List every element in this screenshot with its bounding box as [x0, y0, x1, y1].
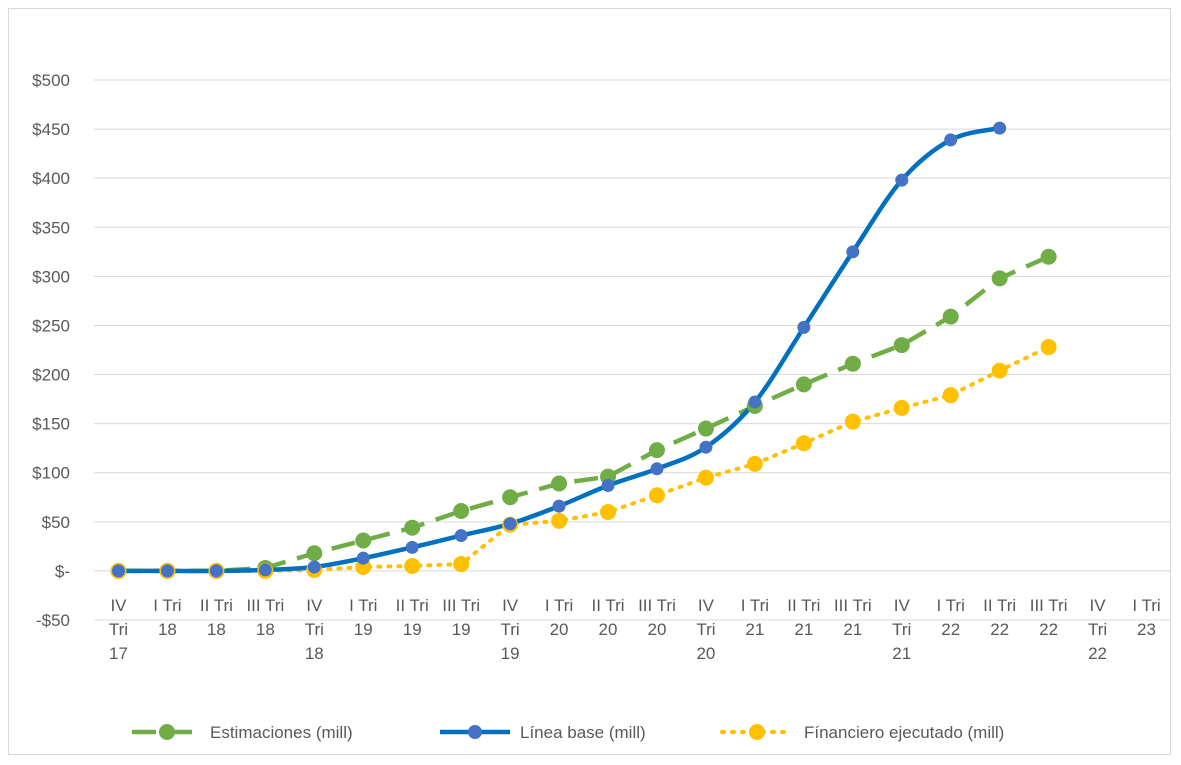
- data-point: [404, 558, 421, 574]
- x-tick-label: I Tri 19: [349, 596, 377, 639]
- data-point: [356, 551, 370, 565]
- y-tick-label: $350: [32, 218, 70, 237]
- x-tick-label: IV Tri 22: [1088, 596, 1107, 663]
- x-tick-label: II Tri 18: [200, 596, 233, 639]
- data-point: [648, 442, 665, 459]
- x-axis-tick-labels: IV Tri 17 I Tri 18 II Tri 18 III Tri 18 IV Tri 18 I …: [109, 596, 1161, 663]
- data-point: [795, 435, 812, 452]
- x-tick-label: III Tri 20: [638, 596, 676, 639]
- data-point: [160, 564, 174, 578]
- data-point: [895, 173, 909, 187]
- data-point: [551, 512, 568, 529]
- data-point: [404, 519, 421, 536]
- x-tick-label: I Tri 21: [741, 596, 769, 639]
- x-tick-label: III Tri 22: [1030, 596, 1068, 639]
- series-line: [118, 254, 1050, 574]
- data-point: [893, 337, 910, 354]
- data-point: [795, 376, 812, 393]
- x-tick-label: II Tri 22: [983, 596, 1016, 639]
- y-tick-label: $100: [32, 464, 70, 483]
- x-tick-label: IV Tri 17: [109, 596, 128, 663]
- x-tick-label: IV Tri 19: [501, 596, 520, 663]
- x-tick-label: IV Tri 18: [305, 596, 324, 663]
- series-layer: [110, 121, 1057, 579]
- data-point: [746, 455, 763, 472]
- legend-label: Estimaciones (mill): [210, 723, 353, 742]
- y-tick-label: -$50: [36, 611, 70, 630]
- data-point: [306, 545, 323, 562]
- x-tick-label: II Tri 19: [396, 596, 429, 639]
- data-point: [748, 395, 762, 409]
- data-point: [551, 475, 568, 492]
- data-point: [1040, 248, 1057, 265]
- x-tick-label: I Tri 20: [545, 596, 573, 639]
- y-tick-label: $-: [55, 562, 70, 581]
- x-tick-label: IV Tri 21: [892, 596, 911, 663]
- data-point: [893, 399, 910, 416]
- series-line: [116, 345, 1051, 573]
- data-point: [844, 413, 861, 430]
- legend-marker: [468, 725, 482, 739]
- data-point: [601, 478, 615, 492]
- y-tick-label: $450: [32, 120, 70, 139]
- y-tick-label: $300: [32, 267, 70, 286]
- data-point: [650, 462, 664, 476]
- data-point: [697, 420, 714, 437]
- data-point: [258, 563, 272, 577]
- legend-label: Línea base (mill): [520, 723, 646, 742]
- x-tick-label: IV Tri 20: [696, 596, 715, 663]
- x-tick-label: III Tri 18: [246, 596, 284, 639]
- data-point: [503, 517, 517, 531]
- data-point: [552, 499, 566, 513]
- data-point: [991, 270, 1008, 287]
- data-point: [454, 529, 468, 543]
- data-point: [209, 564, 223, 578]
- data-point: [648, 487, 665, 504]
- data-point: [944, 133, 958, 147]
- data-point: [453, 556, 470, 573]
- data-point: [405, 540, 419, 554]
- y-axis-tick-labels: -$50 $- $50 $100 $150 $200 $250 $300 $350 $400 $45…: [32, 71, 70, 630]
- y-tick-label: $500: [32, 71, 70, 90]
- data-point: [993, 121, 1007, 135]
- y-tick-label: $50: [42, 513, 70, 532]
- y-tick-label: $400: [32, 169, 70, 188]
- legend-marker: [749, 724, 765, 740]
- data-point: [307, 560, 321, 574]
- x-tick-label: I Tri 18: [153, 596, 181, 639]
- gridlines: [94, 79, 1171, 621]
- y-tick-label: $150: [32, 415, 70, 434]
- x-tick-label: I Tri 22: [937, 596, 965, 639]
- data-point: [600, 504, 617, 520]
- data-point: [699, 440, 713, 454]
- data-point: [355, 532, 372, 549]
- legend: Estimaciones (mill) Línea base (mill) Fína…: [132, 723, 1004, 742]
- x-tick-label: III Tri 21: [834, 596, 872, 639]
- data-point: [697, 469, 714, 486]
- legend-marker: [159, 724, 175, 740]
- data-point: [942, 387, 959, 404]
- data-point: [797, 320, 811, 334]
- data-point: [111, 564, 125, 578]
- data-point: [453, 503, 470, 520]
- data-point: [844, 355, 861, 372]
- x-tick-label: I Tri 23: [1132, 596, 1160, 639]
- data-point: [1040, 339, 1057, 356]
- data-point: [991, 362, 1008, 379]
- data-point: [942, 308, 959, 325]
- y-tick-label: $200: [32, 366, 70, 385]
- data-point: [846, 245, 860, 259]
- data-point: [502, 489, 519, 506]
- x-tick-label: II Tri 20: [591, 596, 624, 639]
- x-tick-label: III Tri 19: [442, 596, 480, 639]
- x-tick-label: II Tri 21: [787, 596, 820, 639]
- y-tick-label: $250: [32, 316, 70, 335]
- legend-label: Fínanciero ejecutado (mill): [804, 723, 1004, 742]
